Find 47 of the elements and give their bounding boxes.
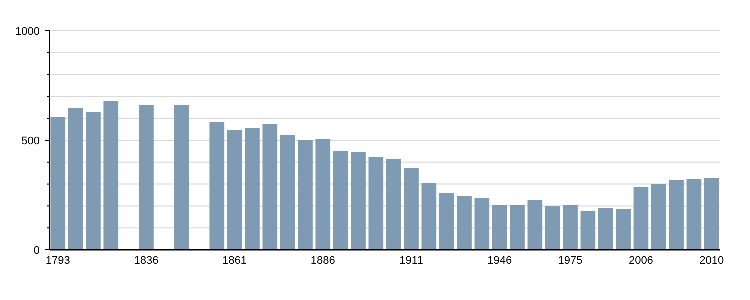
bar xyxy=(316,139,331,250)
bar xyxy=(139,105,154,250)
bar xyxy=(439,193,454,250)
bar xyxy=(686,179,702,250)
bar xyxy=(333,151,348,250)
bar xyxy=(386,159,402,250)
x-tick-label: 1975 xyxy=(558,255,583,267)
bar xyxy=(262,124,278,250)
bar xyxy=(704,178,720,250)
x-tick-label: 1861 xyxy=(222,255,248,267)
bar xyxy=(68,108,84,250)
bar xyxy=(245,128,260,250)
x-tick-label: 1946 xyxy=(488,255,512,267)
bar xyxy=(298,140,313,250)
bar xyxy=(474,198,490,250)
x-tick-label: 1793 xyxy=(46,255,70,267)
bar xyxy=(174,105,190,250)
bar xyxy=(50,118,66,250)
bar xyxy=(280,135,296,250)
bar xyxy=(422,183,437,250)
bar xyxy=(227,130,242,250)
bar xyxy=(634,187,649,250)
bar xyxy=(651,184,666,250)
bar xyxy=(86,112,101,250)
bar xyxy=(104,102,119,250)
y-tick-label: 0 xyxy=(34,244,40,257)
y-tick-label: 1000 xyxy=(16,26,40,38)
bar xyxy=(528,200,543,250)
bar xyxy=(669,180,684,250)
bar xyxy=(368,157,384,250)
bar xyxy=(580,211,596,250)
x-tick-label: 1836 xyxy=(134,255,159,267)
x-tick-label: 1886 xyxy=(310,255,336,267)
x-tick-label: 2006 xyxy=(628,255,654,267)
bar xyxy=(616,209,631,250)
bar xyxy=(510,205,525,250)
bar xyxy=(404,168,419,250)
bar xyxy=(210,122,225,250)
bar xyxy=(492,205,508,250)
bar xyxy=(598,208,614,250)
x-tick-label: 1911 xyxy=(400,255,424,267)
x-tick-label: 2010 xyxy=(700,255,724,267)
bar xyxy=(457,196,472,250)
y-tick-label: 500 xyxy=(22,135,40,148)
bar xyxy=(351,152,366,250)
bar xyxy=(545,206,560,250)
bar xyxy=(563,205,578,250)
